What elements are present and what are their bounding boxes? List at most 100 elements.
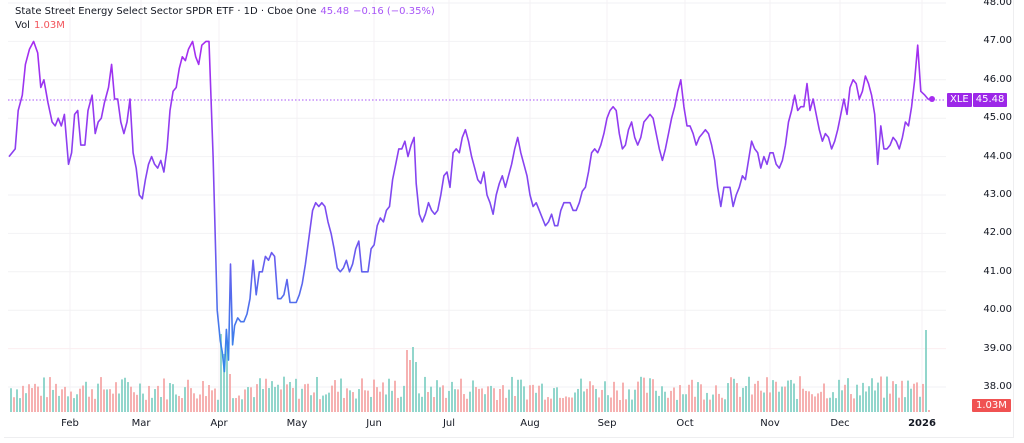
volume-bar (928, 410, 930, 412)
symbol-title[interactable]: State Street Energy Select Sector SPDR E… (15, 6, 317, 17)
volume-bar (685, 394, 687, 412)
volume-bar (133, 392, 135, 412)
axis-divider (1013, 0, 1014, 437)
volume-bar (715, 385, 717, 412)
volume-bar (196, 398, 198, 412)
volume-bar (751, 394, 753, 412)
volume-bar (463, 394, 465, 412)
volume-bar (25, 393, 27, 412)
volume-bar (832, 392, 834, 412)
volume-bar (730, 377, 732, 412)
volume-bar (724, 399, 726, 412)
volume-bar (532, 384, 534, 412)
volume-bar (67, 396, 69, 412)
volume-bar (694, 396, 696, 412)
volume-bar (310, 395, 312, 412)
volume-bar (412, 347, 414, 412)
volume-bar (268, 388, 270, 412)
volume-bar (73, 398, 75, 412)
volume-bar (307, 383, 309, 412)
y-tick-label: 40.00 (983, 304, 1012, 316)
axis-divider (4, 437, 1014, 438)
volume-bar (109, 389, 111, 412)
volume-bar (19, 398, 21, 412)
volume-bar (124, 377, 126, 412)
volume-bar (811, 394, 813, 412)
volume-bar (910, 388, 912, 412)
volume-bar (85, 381, 87, 412)
y-tick-label: 38.00 (983, 381, 1012, 392)
volume-bar (322, 395, 324, 412)
horizontal-gridlines (8, 2, 946, 388)
volume-bar (853, 398, 855, 412)
volume-tag: 1.03M (972, 399, 1011, 412)
volume-bar (493, 388, 495, 412)
volume-bar (277, 384, 279, 412)
volume-bar (733, 378, 735, 412)
price-tag-value: 45.48 (972, 93, 1008, 107)
volume-bar (391, 390, 393, 412)
volume-bar (625, 399, 627, 412)
volume-bar (541, 383, 543, 412)
volume-bar (520, 379, 522, 412)
volume-bar (259, 378, 261, 412)
volume-bar (706, 392, 708, 412)
volume-bar (925, 330, 927, 412)
volume-bar (721, 397, 723, 412)
volume-bar (805, 390, 807, 412)
volume-bar (421, 396, 423, 412)
volume-bar (904, 397, 906, 412)
volume-label[interactable]: Vol (15, 20, 30, 31)
volume-bar (538, 385, 540, 412)
volume-bar (283, 376, 285, 412)
volume-bar (49, 377, 51, 412)
volume-bar (439, 387, 441, 412)
volume-bar (892, 381, 894, 412)
volume-bar (214, 388, 216, 412)
last-price-dot (929, 96, 935, 102)
volume-bar (466, 398, 468, 412)
volume-bar (238, 395, 240, 412)
volume-bar (595, 388, 597, 412)
volume-bar (907, 380, 909, 412)
volume-bar (166, 399, 168, 412)
volume-bar (676, 399, 678, 412)
volume-bar (727, 383, 729, 412)
x-tick-label: Oct (676, 418, 694, 429)
x-tick-label: Aug (520, 418, 540, 429)
volume-bars (10, 330, 930, 412)
volume-bar (661, 386, 663, 412)
volume-bar (802, 388, 804, 412)
volume-bar (757, 380, 759, 412)
volume-bar (643, 377, 645, 412)
volume-bar (424, 376, 426, 412)
volume-bar (496, 399, 498, 412)
volume-bar (505, 397, 507, 412)
volume-bar (205, 396, 207, 412)
y-tick-label: 39.00 (983, 342, 1012, 354)
volume-bar (781, 386, 783, 412)
volume-bar (157, 385, 159, 412)
volume-bar (634, 389, 636, 412)
volume-bar (262, 388, 264, 412)
volume-bar (673, 387, 675, 412)
volume-bar (874, 390, 876, 412)
volume-bar (355, 398, 357, 412)
x-tick-label: Sep (597, 418, 617, 429)
volume-bar (742, 387, 744, 412)
volume-bar (601, 389, 603, 412)
volume-bar (544, 399, 546, 412)
volume-bar (247, 387, 249, 412)
last-price-tag: XLE 45.48 (947, 93, 1008, 107)
volume-bar (646, 392, 648, 412)
volume-bar (52, 389, 54, 412)
volume-bar (745, 386, 747, 412)
volume-bar (784, 386, 786, 412)
volume-bar (403, 385, 405, 412)
volume-bar (445, 397, 447, 412)
volume-bar (682, 394, 684, 412)
volume-bar (547, 397, 549, 412)
volume-bar (169, 383, 171, 412)
